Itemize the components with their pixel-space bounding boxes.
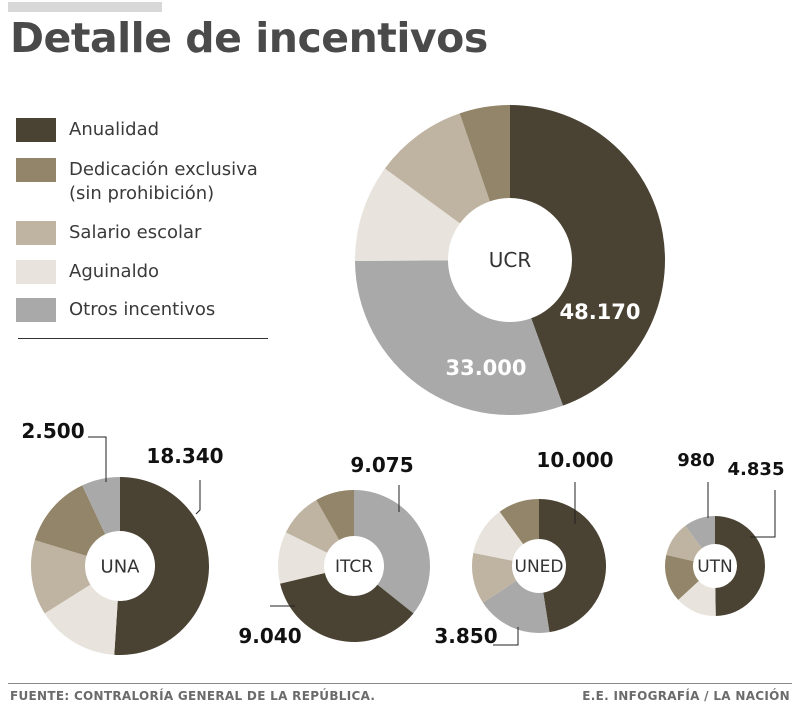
leader-line-uned-otros-incentivos: [493, 627, 519, 646]
slice-uned-salario-escolar: [471, 552, 517, 603]
slice-ucr-anualidad: [510, 105, 665, 406]
leader-line-una-otros-incentivos: [88, 436, 107, 482]
donut-itcr: ITCR 9.075 9.040: [238, 453, 431, 648]
slice-utn-anualidad: [715, 516, 765, 616]
legend-swatch-anualidad: [16, 118, 56, 142]
slice-ucr-otros-incentivos: [355, 260, 563, 415]
donut-una: UNA 18.340 2.500: [21, 419, 224, 655]
value-label-uned-otros-incentivos: 3.850: [434, 624, 497, 648]
center-label-una: UNA: [101, 556, 141, 577]
legend-swatch-aguinaldo: [16, 260, 56, 284]
center-label-uned: UNED: [515, 557, 564, 577]
legend-label-aguinaldo: Aguinaldo: [69, 261, 160, 282]
legend-swatch-dedicacion: [16, 158, 56, 182]
leader-line-utn-anualidad: [750, 490, 776, 538]
slice-una-otros-incentivos: [82, 477, 120, 535]
slice-utn-otros-incentivos: [685, 516, 715, 549]
slice-utn-salario-escolar: [666, 525, 702, 562]
credit-note: E.E. INFOGRAFÍA / LA NACIÓN: [582, 689, 790, 703]
slice-itcr-anualidad: [280, 572, 414, 643]
slice-itcr-salario-escolar: [285, 500, 340, 553]
source-note: FUENTE: CONTRALORÍA GENERAL DE LA REPÚBL…: [10, 689, 376, 703]
legend-label-anualidad: Anualidad: [69, 119, 160, 140]
slice-uned-otros-incentivos: [482, 580, 550, 633]
value-label-ucr-anualidad: 48.170: [559, 300, 640, 324]
slice-una-dedicacion-exclusiva-sin-prohibicion: [34, 485, 106, 556]
donut-charts: UCR 48.170 33.000 UNA 18.340 2.500 ITCR 9.075 9.…: [21, 105, 784, 655]
slice-utn-dedicacion-exclusiva-sin-prohibicion: [665, 554, 699, 600]
donut-uned: UNED 10.000 3.850: [434, 448, 613, 648]
value-label-una-otros-incentivos: 2.500: [21, 419, 84, 443]
top-bar: [8, 2, 162, 12]
chart-title: Detalle de incentivos: [10, 14, 488, 62]
legend-label-dedicacion-sub: (sin prohibición): [69, 183, 215, 204]
slice-una-salario-escolar: [30, 540, 91, 614]
slice-uned-anualidad: [539, 499, 606, 633]
legend-swatch-salario: [16, 221, 56, 245]
legend-label-salario: Salario escolar: [69, 222, 202, 243]
slice-una-aguinaldo: [44, 584, 118, 655]
value-label-ucr-otros-incentivos: 33.000: [445, 356, 526, 380]
center-label-utn: UTN: [697, 557, 733, 577]
center-label-ucr: UCR: [489, 248, 532, 272]
leader-line-una-anualidad: [195, 480, 201, 515]
slice-itcr-aguinaldo: [278, 532, 328, 584]
slice-ucr-salario-escolar: [384, 113, 490, 224]
legend-label-otros: Otros incentivos: [69, 299, 216, 320]
slice-utn-aguinaldo: [678, 580, 716, 616]
slice-uned-dedicacion-exclusiva-sin-prohibicion: [499, 499, 539, 545]
slice-itcr-dedicacion-exclusiva-sin-prohibicion: [316, 490, 354, 540]
footer-divider: [8, 683, 792, 684]
value-label-itcr-otros-incentivos: 9.075: [350, 453, 413, 477]
legend-divider: [18, 338, 268, 339]
value-label-una-anualidad: 18.340: [146, 444, 223, 468]
value-label-uned-anualidad: 10.000: [536, 448, 613, 472]
slice-uned-aguinaldo: [473, 511, 524, 561]
legend-label-dedicacion: Dedicación exclusiva: [69, 159, 258, 180]
donut-ucr: UCR 48.170 33.000: [355, 105, 665, 415]
slice-ucr-aguinaldo: [355, 168, 460, 261]
value-label-utn-otros-incentivos: 980: [677, 450, 715, 471]
slice-itcr-otros-incentivos: [354, 490, 431, 614]
value-label-utn-anualidad: 4.835: [728, 459, 785, 480]
slice-ucr-dedicacion-exclusiva-sin-prohibicion: [459, 105, 510, 202]
legend-swatch-otros: [16, 298, 56, 322]
slice-una-anualidad: [114, 477, 210, 655]
center-label-itcr: ITCR: [335, 557, 373, 577]
value-label-itcr-anualidad: 9.040: [238, 624, 301, 648]
donut-utn: UTN 4.835 980: [665, 450, 784, 616]
